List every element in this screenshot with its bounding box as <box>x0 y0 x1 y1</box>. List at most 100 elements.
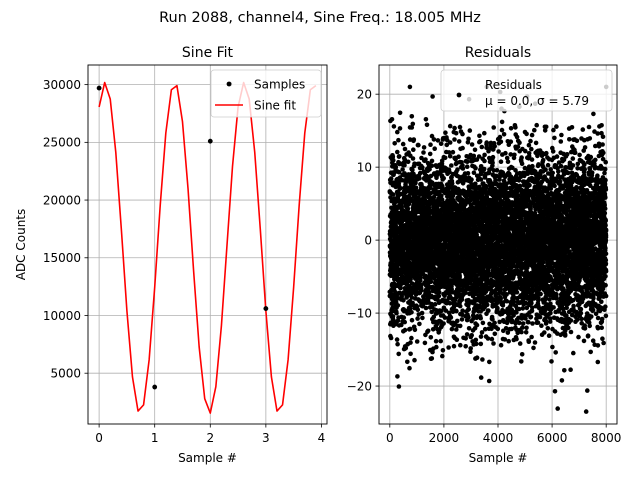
residual-point <box>390 192 396 197</box>
residual-point <box>403 345 409 351</box>
residual-point <box>410 121 416 127</box>
residuals-x-ticks: 0 2000 4000 6000 8000 <box>386 424 621 445</box>
residual-point <box>402 157 408 162</box>
residual-point <box>396 154 402 159</box>
sine-fit-y-tick-label: 20000 <box>43 193 81 207</box>
residual-point <box>468 346 474 351</box>
residual-point <box>435 138 441 143</box>
residual-point <box>517 183 523 189</box>
residual-point <box>492 144 498 149</box>
sine-fit-y-tick-label: 25000 <box>43 136 81 150</box>
residual-point <box>424 122 430 128</box>
sample-point <box>207 138 213 144</box>
residual-point <box>405 159 411 165</box>
legend-samples-label: Samples <box>254 78 305 92</box>
residual-point <box>486 308 491 313</box>
residual-point <box>460 166 466 171</box>
residual-point <box>519 352 525 357</box>
residual-point <box>410 167 415 173</box>
residuals-y-tick-label: 10 <box>357 160 372 174</box>
residual-point <box>407 326 413 332</box>
residual-point <box>438 338 444 344</box>
residual-point <box>388 176 394 181</box>
legend-samples-marker <box>226 81 232 87</box>
residual-point <box>421 150 426 155</box>
sine-fit-x-tick-label: 4 <box>318 431 326 445</box>
residual-point <box>479 144 485 150</box>
residual-point <box>495 326 501 332</box>
residual-point <box>399 322 404 328</box>
residual-point <box>438 141 444 146</box>
residual-point <box>418 275 423 280</box>
residual-point <box>483 183 489 189</box>
residual-point <box>486 378 492 384</box>
residual-point <box>482 152 487 158</box>
residual-point <box>457 323 463 329</box>
residual-point <box>420 315 425 321</box>
residuals-y-tick-label: −20 <box>347 379 372 393</box>
residual-point <box>395 129 400 135</box>
residual-point <box>469 177 474 182</box>
residual-point <box>478 334 484 339</box>
residual-point <box>395 374 400 379</box>
residual-point <box>517 140 522 145</box>
sine-fit-x-tick-label: 3 <box>262 431 270 445</box>
residual-point <box>464 164 470 169</box>
residual-point <box>453 130 459 136</box>
residual-point <box>480 357 485 362</box>
sine-fit-axes-frame <box>87 64 328 425</box>
residual-point <box>498 296 504 301</box>
residual-point <box>416 142 421 148</box>
residual-point <box>398 186 403 191</box>
residual-point <box>389 117 395 122</box>
residual-point <box>515 144 521 149</box>
residual-point <box>397 110 403 116</box>
residual-point <box>428 142 433 147</box>
residual-point <box>432 146 438 151</box>
residual-point <box>497 177 502 182</box>
residual-point <box>433 338 439 344</box>
residual-point <box>428 279 434 285</box>
residuals-y-tick-label: 0 <box>364 233 372 247</box>
residual-point <box>427 151 433 157</box>
residual-point <box>411 147 416 152</box>
residual-point <box>491 125 497 130</box>
residual-point <box>419 310 425 316</box>
residual-point <box>466 306 472 312</box>
residual-point <box>478 341 484 347</box>
residual-point <box>415 268 420 274</box>
residual-point <box>464 332 470 337</box>
residual-point <box>474 322 480 328</box>
residual-point <box>452 137 457 142</box>
residual-point <box>402 327 408 333</box>
residual-point <box>397 126 403 131</box>
residual-point <box>440 353 445 359</box>
residual-point <box>447 153 453 159</box>
residual-point <box>519 329 524 335</box>
residual-point <box>469 333 475 338</box>
residual-point <box>402 146 408 152</box>
residual-point <box>474 355 480 361</box>
residual-point <box>446 345 451 350</box>
residual-point <box>413 180 418 186</box>
residual-point <box>514 134 520 140</box>
sine-fit-grid <box>88 65 327 424</box>
residual-point <box>422 340 428 346</box>
residual-point <box>395 303 401 308</box>
residual-point <box>466 315 471 320</box>
residual-point <box>412 357 417 363</box>
residual-point <box>425 328 431 334</box>
residual-point <box>459 317 465 322</box>
sine-fit-y-axis-label: ADC Counts <box>14 209 28 281</box>
residual-point <box>423 305 429 311</box>
residual-point <box>484 302 490 308</box>
residual-point <box>489 336 495 342</box>
residual-point <box>428 335 434 340</box>
residual-point <box>418 288 424 293</box>
residual-point <box>477 139 483 144</box>
residual-point <box>519 359 524 364</box>
residual-point <box>407 84 413 90</box>
residual-point <box>457 303 463 309</box>
residual-point <box>472 147 478 153</box>
residual-point <box>402 163 407 168</box>
